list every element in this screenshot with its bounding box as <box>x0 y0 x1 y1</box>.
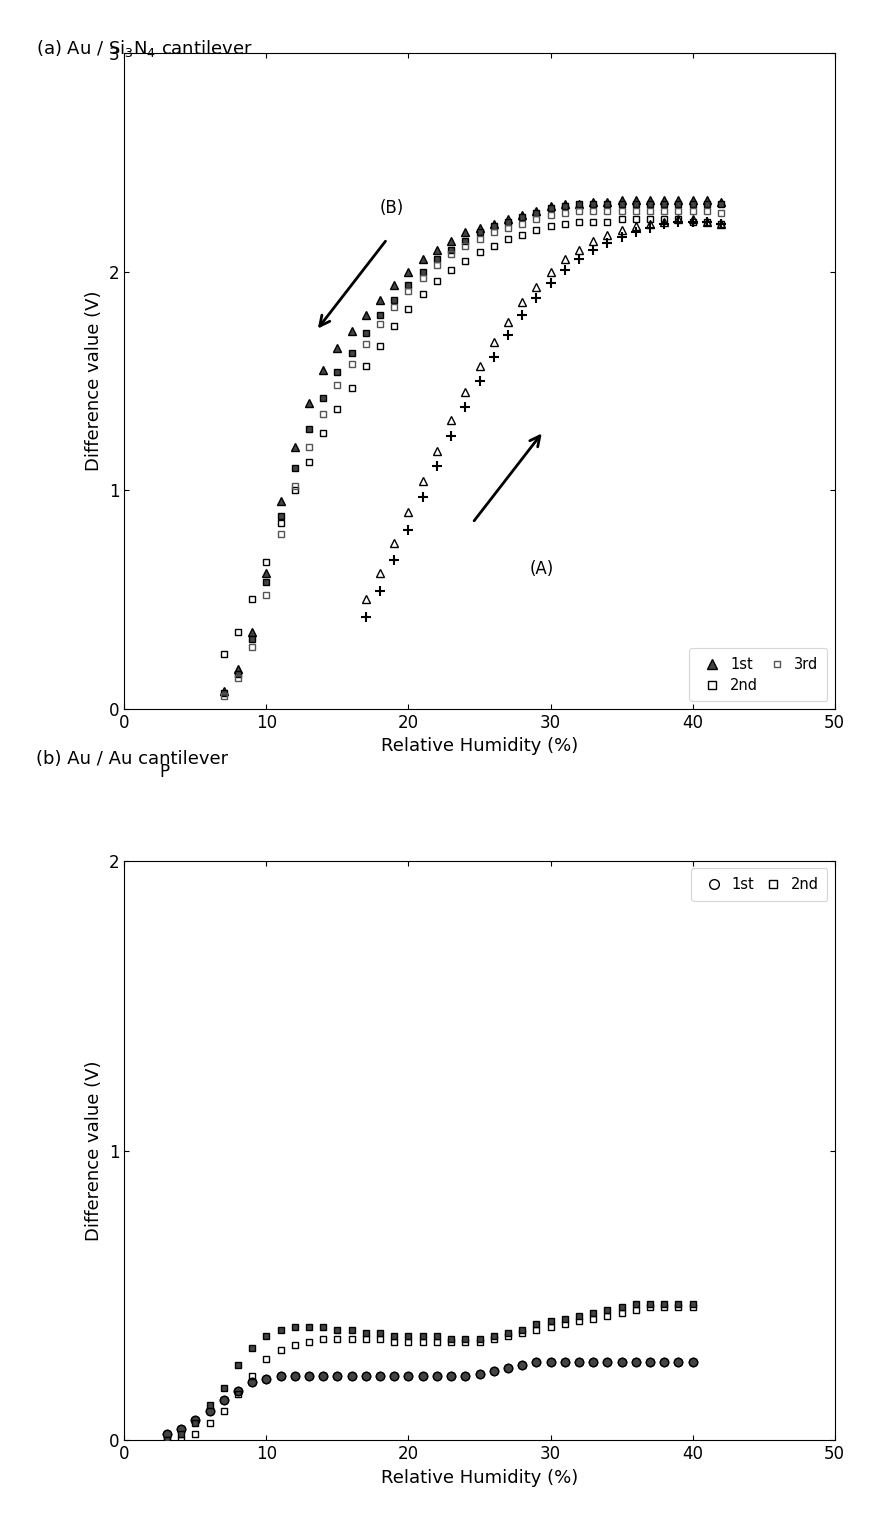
Text: (B): (B) <box>380 200 404 218</box>
Y-axis label: Difference value (V): Difference value (V) <box>85 291 103 471</box>
Text: (A): (A) <box>529 561 553 578</box>
Legend: 1st, 2nd: 1st, 2nd <box>691 869 828 901</box>
X-axis label: Relative Humidity (%): Relative Humidity (%) <box>381 738 578 754</box>
X-axis label: Relative Humidity (%): Relative Humidity (%) <box>381 1469 578 1486</box>
Text: (b) Au / Au cantilever: (b) Au / Au cantilever <box>36 750 227 768</box>
Text: (a) Au / Si$_3$N$_4$ cantilever: (a) Au / Si$_3$N$_4$ cantilever <box>36 38 252 59</box>
Y-axis label: Difference value (V): Difference value (V) <box>85 1061 103 1241</box>
Text: P: P <box>159 764 170 782</box>
Legend: 1st, 2nd, 3rd: 1st, 2nd, 3rd <box>689 648 828 701</box>
